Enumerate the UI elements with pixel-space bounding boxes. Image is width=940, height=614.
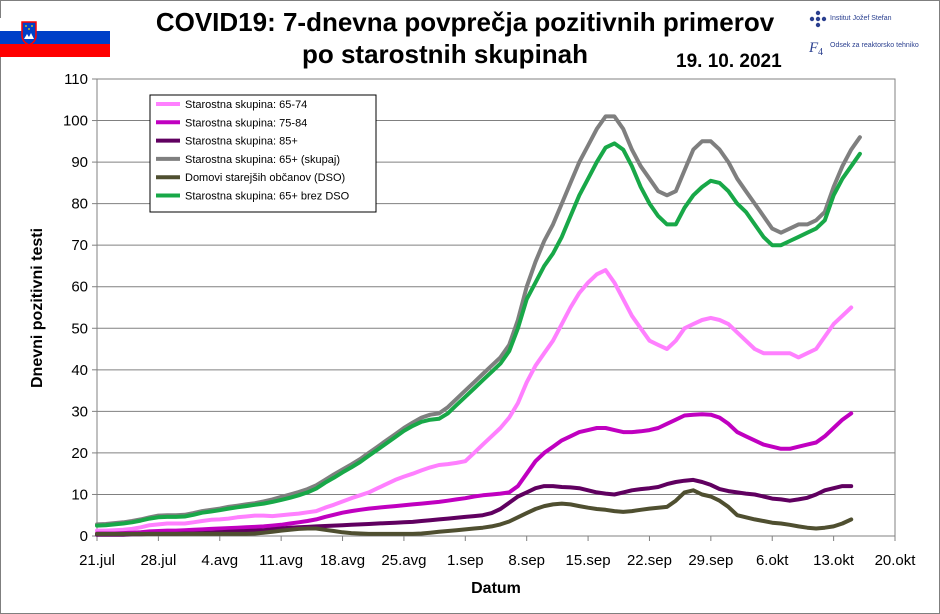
x-tick-label: 20.okt [875, 552, 917, 569]
series-line-6 [95, 141, 862, 528]
x-tick-label: 11.avg [259, 552, 303, 569]
flag-coat-of-arms-icon [21, 21, 37, 46]
report-date: 19. 10. 2021 [676, 51, 782, 72]
ijs-logo: Institut Jožef Stefan F 4 Odsek za reakt… [806, 8, 938, 68]
x-tick-label: 6.okt [756, 552, 789, 569]
logo-department-name: Odsek za reaktorsko tehniko [830, 42, 919, 49]
x-tick-label: 22.sep [627, 552, 672, 569]
y-tick-label: 20 [71, 445, 88, 462]
chart-title: COVID19: 7-dnevna povprečja pozitivnih p… [120, 6, 810, 70]
chart-title-line2: po starostnih skupinah [301, 39, 589, 69]
chart-title-line1: COVID19: 7-dnevna povprečja pozitivnih p… [155, 7, 775, 37]
slovenia-flag [0, 18, 110, 57]
series-line-5 [95, 488, 854, 536]
x-tick-label: 29.sep [688, 552, 733, 569]
x-tick-label: 15.sep [566, 552, 611, 569]
y-tick-label: 10 [71, 486, 88, 503]
svg-text:F: F [808, 40, 819, 56]
ijs-dots-icon [809, 10, 827, 28]
legend-label: Starostna skupina: 65-74 [185, 99, 307, 111]
x-tick-label: 1.sep [447, 552, 484, 569]
legend-box [149, 94, 377, 213]
legend-label: Starostna skupina: 65+ brez DSO [185, 191, 350, 203]
y-axis-title: Dnevni pozitivni testi [29, 228, 46, 388]
y-tick-label: 100 [63, 113, 88, 130]
legend-label: Domovi starejših občanov (DSO) [185, 172, 345, 184]
series-line-2 [95, 411, 854, 536]
svg-text:4: 4 [818, 47, 823, 58]
x-tick-label: 28.jul [140, 552, 176, 569]
y-tick-label: 80 [71, 196, 88, 213]
y-tick-label: 110 [64, 71, 88, 88]
x-axis-ticks: 21.jul 28.jul 4.avg 11.avg 18.avg 25.avg 1.sep… [79, 536, 916, 569]
reactor-dept-icon: F 4 [808, 40, 823, 58]
y-tick-label: 30 [71, 403, 88, 420]
legend-label: Starostna skupina: 85+ [185, 136, 298, 148]
logo-institute-name: Institut Jožef Stefan [830, 15, 892, 22]
flag-red-stripe [0, 44, 110, 57]
y-axis-ticks: 0 10 20 30 40 50 60 70 80 90 100 110 [63, 71, 97, 545]
x-tick-label: 25.avg [381, 552, 426, 569]
x-tick-label: 8.sep [508, 552, 545, 569]
series-line-1 [95, 268, 854, 533]
y-tick-label: 60 [71, 279, 88, 296]
y-tick-label: 90 [71, 154, 88, 171]
y-tick-label: 0 [80, 528, 88, 545]
x-tick-label: 4.avg [201, 552, 238, 569]
legend-label: Starostna skupina: 75-84 [185, 117, 307, 129]
y-tick-label: 70 [71, 237, 88, 254]
x-tick-label: 18.avg [320, 552, 365, 569]
y-tick-label: 50 [71, 320, 88, 337]
legend: Starostna skupina: 65-74 Starostna skupin… [149, 94, 377, 213]
legend-label: Starostna skupina: 65+ (skupaj) [185, 154, 340, 166]
x-tick-label: 13.okt [813, 552, 855, 569]
x-axis-title: Datum [471, 580, 521, 597]
series-lines [95, 114, 862, 537]
x-tick-label: 21.jul [79, 552, 115, 569]
y-tick-label: 40 [71, 362, 88, 379]
